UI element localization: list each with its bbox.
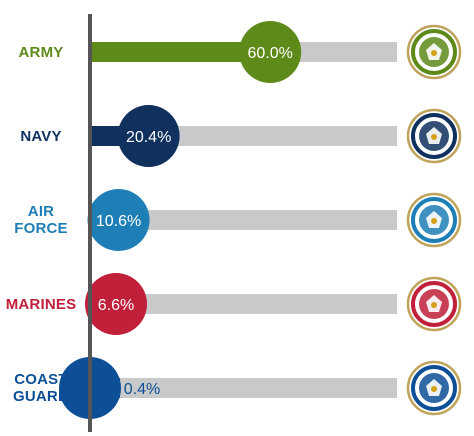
y-axis-line	[88, 14, 92, 432]
category-label-line: MARINES	[5, 295, 77, 313]
marker-army	[239, 21, 302, 83]
category-label-navy: NAVY	[0, 128, 82, 145]
value-label-air-force: 10.6%	[96, 213, 141, 230]
category-label-line: ARMY	[18, 43, 64, 61]
marines-seal-icon	[406, 276, 462, 332]
category-label-line: COAST	[14, 371, 68, 388]
track-coast-guard	[90, 378, 397, 398]
category-label-coast-guard: COAST GUARD	[0, 371, 82, 405]
marker-air-force	[87, 189, 150, 251]
marker-navy	[117, 105, 180, 167]
marker-marines	[85, 273, 147, 335]
value-label-army: 60.0%	[248, 45, 293, 62]
value-label-coast-guard: 0.4%	[124, 381, 160, 398]
category-label-line: FORCE	[14, 220, 68, 237]
category-label-line: GUARD	[13, 388, 69, 405]
track-air-force	[90, 210, 397, 230]
bar-army	[90, 42, 275, 62]
value-label-navy: 20.4%	[126, 129, 171, 146]
track-marines	[90, 294, 397, 314]
category-label-air-force: AIR FORCE	[0, 203, 82, 237]
category-label-marines: MARINES	[0, 296, 82, 313]
category-label-line: AIR	[27, 203, 55, 220]
air-force-seal-icon	[406, 192, 462, 248]
coast-guard-seal-icon	[406, 360, 462, 416]
army-seal-icon	[406, 24, 462, 80]
navy-seal-icon	[406, 108, 462, 164]
category-label-army: ARMY	[0, 44, 82, 61]
category-label-line: NAVY	[20, 127, 62, 145]
value-label-marines: 6.6%	[98, 297, 134, 314]
